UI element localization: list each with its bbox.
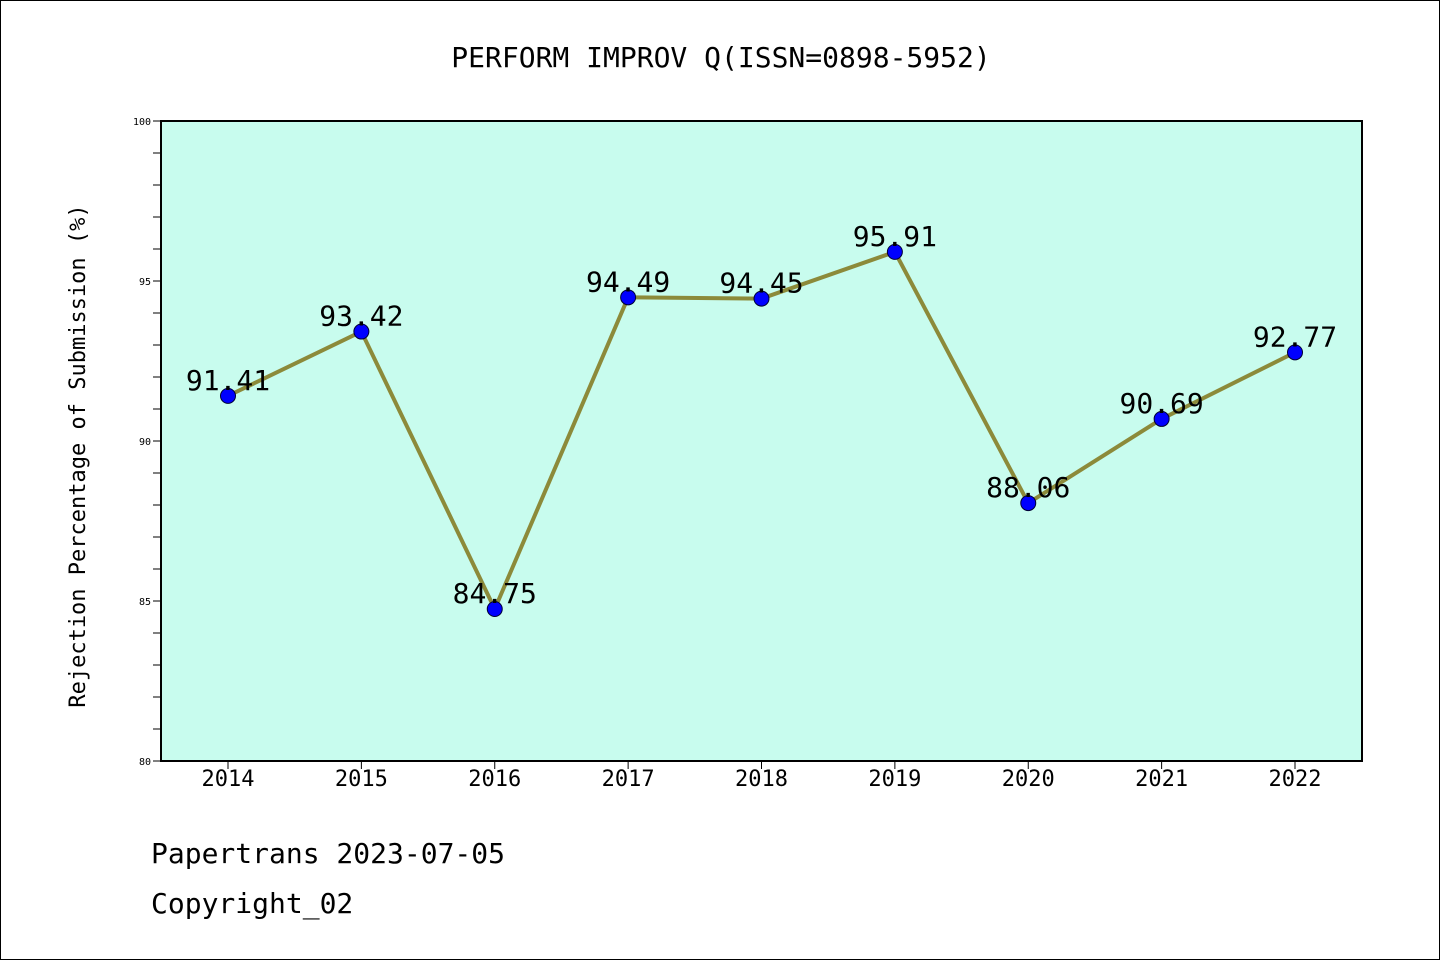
markers-group: [220, 243, 1303, 617]
plot-area: [160, 120, 1363, 762]
x-tick-label: 2015: [335, 767, 388, 792]
data-labels-group: 91.41 93.42 84.75 94.49 94.45 95.91 88.06 90.69…: [186, 220, 1337, 610]
chart-title: PERFORM IMPROV Q(ISSN=0898-5952): [451, 41, 990, 74]
y-tick-label: 80: [139, 757, 151, 768]
data-point: [353, 323, 370, 340]
x-tick-label: 2019: [868, 767, 921, 792]
y-tick-label: 95: [139, 277, 151, 288]
data-label: 84.75: [453, 577, 537, 610]
data-label: 91.41: [186, 364, 270, 397]
data-label: 90.69: [1119, 387, 1203, 420]
data-point: [886, 243, 903, 260]
x-tick-label: 2014: [202, 767, 255, 792]
data-label: 93.42: [319, 300, 403, 333]
x-tick-label: 2021: [1135, 767, 1188, 792]
axes: 80 85 90 95 100 2014 2015 2016 2017 2018 2019 2020 2…: [133, 117, 1322, 792]
y-axis-label: Rejection Percentage of Submission (%): [66, 204, 91, 707]
y-tick-label: 90: [139, 437, 151, 448]
x-tick-label: 2016: [468, 767, 521, 792]
data-point: [1287, 344, 1303, 361]
footer-date: Papertrans 2023-07-05: [151, 837, 506, 870]
y-tick-label: 100: [133, 117, 151, 128]
data-label: 92.77: [1253, 320, 1337, 353]
data-point: [1020, 495, 1037, 512]
data-point: [1153, 410, 1170, 427]
footer-copyright: Copyright_02: [151, 887, 354, 920]
data-point: [220, 387, 236, 404]
data-point: [753, 290, 770, 307]
data-point: [620, 289, 637, 306]
x-tick-label: 2018: [735, 767, 788, 792]
y-tick-label: 85: [139, 597, 151, 608]
data-point: [486, 601, 503, 617]
data-label: 88.06: [986, 471, 1070, 504]
data-label: 94.45: [719, 267, 803, 300]
x-tick-label: 2022: [1269, 767, 1322, 792]
data-label: 95.91: [853, 220, 937, 253]
x-tick-label: 2020: [1002, 767, 1055, 792]
x-tick-label: 2017: [602, 767, 655, 792]
data-label: 94.49: [586, 265, 670, 298]
